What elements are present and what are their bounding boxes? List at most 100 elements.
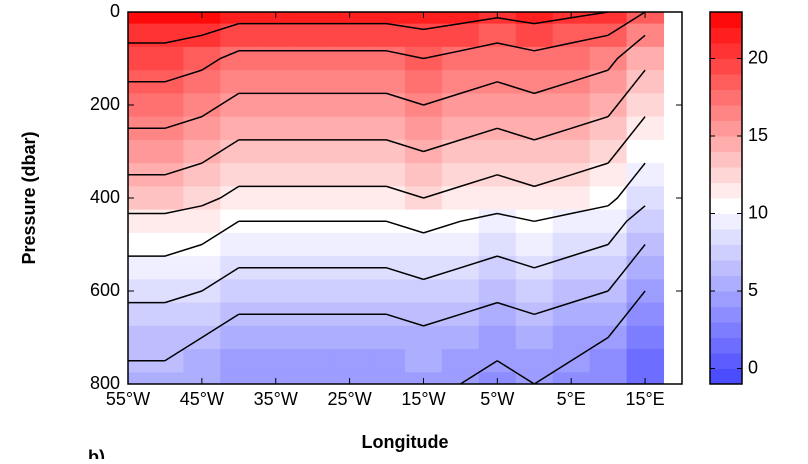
colorbar-band [710, 89, 742, 106]
heatmap-cell [183, 46, 221, 71]
heatmap-cell [146, 46, 184, 71]
heatmap-cell [294, 325, 332, 350]
y-axis-label: Pressure (dbar) [19, 131, 39, 264]
heatmap-cell [552, 46, 591, 71]
heatmap-cell [589, 70, 628, 94]
heatmap-cell [441, 349, 480, 373]
heatmap-cell [368, 12, 406, 25]
heatmap-cell [294, 372, 332, 384]
heatmap-cell [552, 325, 591, 350]
heatmap-cell [441, 23, 480, 48]
heatmap-cell [515, 46, 554, 71]
heatmap-cell [146, 93, 184, 118]
y-tick-label: 0 [110, 1, 120, 21]
heatmap-cell [257, 93, 295, 118]
heatmap-cell [626, 325, 665, 350]
heatmap-cell [257, 23, 295, 48]
heatmap-cell [257, 46, 295, 71]
heatmap-cell [220, 349, 258, 373]
heatmap-cell [589, 209, 628, 234]
colorbar-band [710, 306, 742, 323]
heatmap-cell [552, 139, 591, 164]
heatmap-cell [146, 325, 184, 350]
heatmap-cell [183, 186, 221, 211]
colorbar-band [710, 58, 742, 75]
x-tick-label: 15°W [401, 389, 445, 409]
heatmap-cell [478, 93, 517, 118]
heatmap-cell [441, 116, 480, 141]
heatmap-cell [441, 12, 480, 25]
heatmap-cell [183, 163, 221, 187]
heatmap-cell [589, 12, 628, 25]
heatmap-cell [405, 116, 443, 141]
heatmap-cell [515, 372, 554, 384]
heatmap-cell [368, 139, 406, 164]
colorbar-band [710, 368, 742, 385]
heatmap-cell [405, 302, 443, 327]
heatmap-cell [478, 23, 517, 48]
colorbar-band [710, 275, 742, 292]
heatmap-cell [589, 163, 628, 187]
heatmap-cell [257, 116, 295, 141]
contour-line [128, 244, 646, 362]
colorbar-tick-label: 0 [748, 357, 758, 377]
heatmap-cell [220, 93, 258, 118]
heatmap-cell [331, 279, 369, 304]
heatmap-cell [478, 186, 517, 211]
heatmap-cell [294, 12, 332, 25]
heatmap-cell [294, 93, 332, 118]
heatmap-cell [257, 12, 295, 25]
contour-line [128, 69, 646, 176]
heatmap-cell [441, 70, 480, 94]
colorbar-band [710, 322, 742, 338]
heatmap-cell [368, 232, 406, 257]
heatmap-cell [368, 186, 406, 211]
heatmap-cell [128, 279, 147, 304]
heatmap-cell [257, 163, 295, 187]
heatmap-cell [220, 163, 258, 187]
colorbar-band [710, 43, 742, 59]
heatmap-cell [331, 93, 369, 118]
heatmap-cell [589, 93, 628, 118]
heatmap-cell [515, 23, 554, 48]
heatmap-cell [183, 256, 221, 280]
heatmap-cell [626, 23, 665, 48]
heatmap-cell [331, 186, 369, 211]
heatmap-cell [626, 302, 665, 327]
heatmap-cell [294, 116, 332, 141]
heatmap-cell [331, 163, 369, 187]
heatmap-cell [626, 12, 665, 25]
colorbar-band [710, 167, 742, 183]
heatmap-cell [183, 209, 221, 234]
heatmap-cell [183, 70, 221, 94]
contour-line [128, 34, 646, 130]
heatmap-cell [552, 23, 591, 48]
heatmap-cell [128, 209, 147, 234]
heatmap-cell [405, 12, 443, 25]
heatmap-cell [128, 139, 147, 164]
heatmap-cell [552, 93, 591, 118]
heatmap-cell [331, 349, 369, 373]
heatmap-cell [626, 186, 665, 211]
heatmap-cell [257, 349, 295, 373]
heatmap-cell [128, 93, 147, 118]
heatmap-cell [405, 279, 443, 304]
heatmap-cell [405, 349, 443, 373]
x-tick-label: 5°E [557, 389, 586, 409]
colorbar-band [710, 198, 742, 214]
heatmap-cell [146, 12, 184, 25]
heatmap-cell [331, 325, 369, 350]
heatmap-cell [146, 279, 184, 304]
heatmap-cell [626, 256, 665, 280]
heatmap-cell [515, 70, 554, 94]
heatmap-cell [368, 349, 406, 373]
heatmap-cell [146, 256, 184, 280]
colorbar-band [710, 182, 742, 199]
colorbar-frame [709, 11, 743, 385]
colorbar-band [710, 136, 742, 152]
heatmap-cell [128, 46, 147, 71]
contour-lines [128, 12, 646, 384]
heatmap-cell [478, 325, 517, 350]
heatmap-cell [589, 232, 628, 257]
